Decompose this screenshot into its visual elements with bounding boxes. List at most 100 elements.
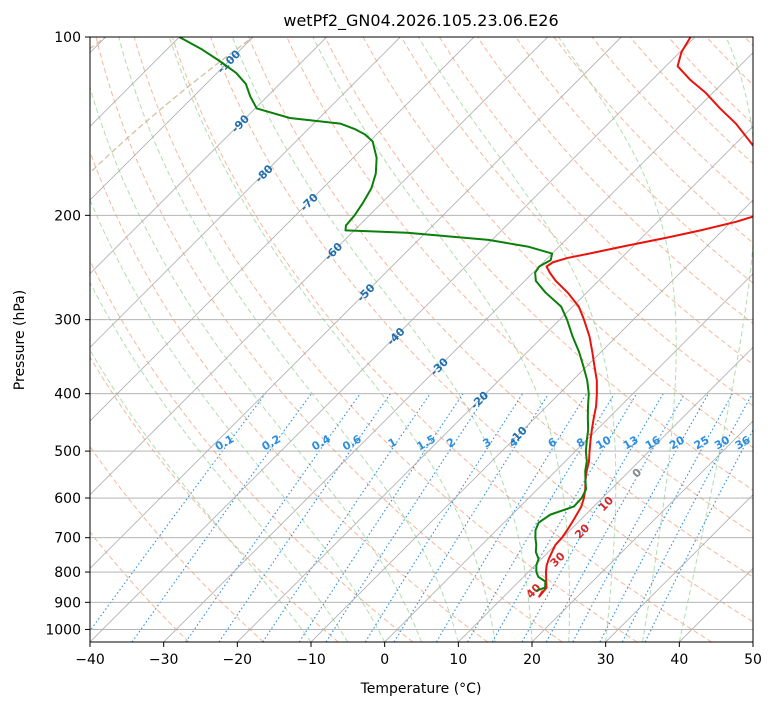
isotherm-line — [384, 273, 753, 642]
lcl-label: 0 — [630, 466, 645, 481]
mixing-ratio-line — [131, 393, 312, 642]
mixing-ratio-label: 10 — [594, 433, 614, 452]
isotherm-label: -80 — [253, 162, 276, 185]
dry-adiabat-line — [744, 37, 753, 47]
y-tick-label: 100 — [54, 30, 81, 46]
mixing-ratio-line — [262, 393, 431, 642]
dry-adiabat-line — [591, 37, 753, 204]
mixing-ratio-line — [185, 393, 361, 642]
y-tick-label: 200 — [54, 208, 81, 224]
dry-adiabat-line — [90, 150, 488, 642]
y-tick-label: 500 — [54, 444, 81, 460]
dry-adiabat-line — [668, 37, 753, 125]
isotherm-label: -40 — [384, 325, 407, 348]
mixing-ratio-line — [325, 393, 488, 642]
moist-adiabat-line — [678, 37, 753, 642]
isotherm-line — [90, 37, 548, 496]
y-tick-label: 700 — [54, 531, 81, 547]
dry-adiabat-line — [553, 37, 753, 244]
moist-adiabat-line — [90, 349, 312, 642]
x-tick-label: −20 — [223, 652, 253, 668]
mixing-ratio-line — [521, 393, 664, 642]
mixing-ratio-label: 36 — [733, 433, 753, 452]
dry-adiabat-line — [210, 37, 753, 623]
mixing-ratio-label: 6 — [546, 435, 559, 450]
mixing-ratio-label: 13 — [621, 433, 641, 452]
dry-adiabat-line — [171, 37, 712, 642]
mixing-ratio-line — [644, 428, 753, 642]
isotherm-line — [90, 37, 696, 642]
mixing-ratio-line — [572, 393, 709, 642]
dry-adiabat-line — [90, 531, 190, 642]
moist-adiabat-line — [558, 37, 677, 642]
isotherm-line — [90, 37, 401, 348]
x-axis-title: Temperature (°C) — [360, 681, 482, 697]
dry-adiabat-label: 20 — [572, 521, 592, 541]
isotherm-line — [752, 641, 753, 642]
dry-adiabat-line — [90, 356, 339, 642]
isotherm-line — [90, 37, 475, 422]
y-tick-label: 600 — [54, 491, 81, 507]
dry-adiabat-line — [95, 37, 563, 642]
moist-adiabat-line — [312, 37, 570, 642]
isotherm-line — [90, 37, 254, 201]
mixing-ratio-label: 1.5 — [414, 432, 437, 453]
dry-adiabat-line — [90, 445, 264, 642]
y-tick-label: 400 — [54, 387, 81, 403]
y-tick-label: 800 — [54, 565, 81, 581]
isotherm-line — [679, 567, 753, 642]
y-axis-title: Pressure (hPa) — [12, 290, 28, 390]
mixing-ratio-line — [218, 393, 391, 642]
isotherm-line — [605, 494, 753, 642]
dry-adiabat-line — [515, 37, 753, 284]
x-tick-label: −40 — [75, 652, 105, 668]
isotherm-label: -90 — [229, 112, 252, 135]
mixing-ratio-label: 3 — [480, 435, 493, 450]
moist-adiabat-line — [118, 37, 459, 642]
mixing-ratio-label: 0.2 — [260, 432, 283, 453]
dry-adiabat-line — [439, 37, 753, 366]
mixing-ratio-line — [435, 393, 588, 642]
x-tick-label: 0 — [380, 652, 389, 668]
y-tick-label: 300 — [54, 313, 81, 329]
x-tick-label: 30 — [597, 652, 615, 668]
mixing-ratio-line — [90, 393, 266, 632]
x-tick-label: 40 — [670, 652, 688, 668]
mixing-ratio-line — [467, 393, 615, 642]
dry-adiabat-line — [400, 37, 753, 407]
dewpoint-profile-line — [178, 37, 590, 592]
moist-adiabat-line — [231, 37, 533, 642]
x-tick-label: 10 — [449, 652, 467, 668]
isotherm-line — [163, 52, 753, 642]
x-tick-label: 50 — [744, 652, 762, 668]
moist-adiabat-line — [90, 198, 386, 642]
moist-adiabat-line — [90, 281, 349, 642]
mixing-ratio-line — [298, 393, 464, 642]
dry-adiabat-line — [477, 37, 753, 325]
mixing-ratio-label: 0.6 — [340, 432, 364, 453]
dry-adiabat-label: 10 — [596, 494, 616, 514]
mixing-ratio-line — [491, 393, 638, 642]
isotherm-label: -30 — [428, 355, 451, 378]
moist-adiabat-line — [168, 37, 496, 642]
moist-adiabat-line — [417, 37, 617, 642]
y-tick-label: 1000 — [45, 622, 81, 638]
plot-frame — [89, 36, 754, 643]
isotherm-line — [90, 37, 327, 275]
mixing-ratio-label: 1 — [386, 435, 399, 450]
dry-adiabat-line — [133, 37, 638, 642]
isotherm-line — [237, 125, 753, 642]
chart-title: wetPf2_GN04.2026.105.23.06.E26 — [283, 11, 558, 31]
mixing-ratio-line — [599, 393, 733, 642]
dry-adiabat-line — [248, 37, 753, 578]
mixing-ratio-line — [545, 393, 686, 642]
mixing-ratio-label: 2 — [444, 435, 457, 450]
x-tick-label: −10 — [296, 652, 326, 668]
isotherm-line — [458, 346, 753, 642]
mixing-ratio-line — [364, 393, 524, 642]
theta-e-line — [90, 37, 254, 174]
mixing-ratio-label: 16 — [643, 433, 663, 452]
dry-adiabat-line — [362, 37, 753, 449]
